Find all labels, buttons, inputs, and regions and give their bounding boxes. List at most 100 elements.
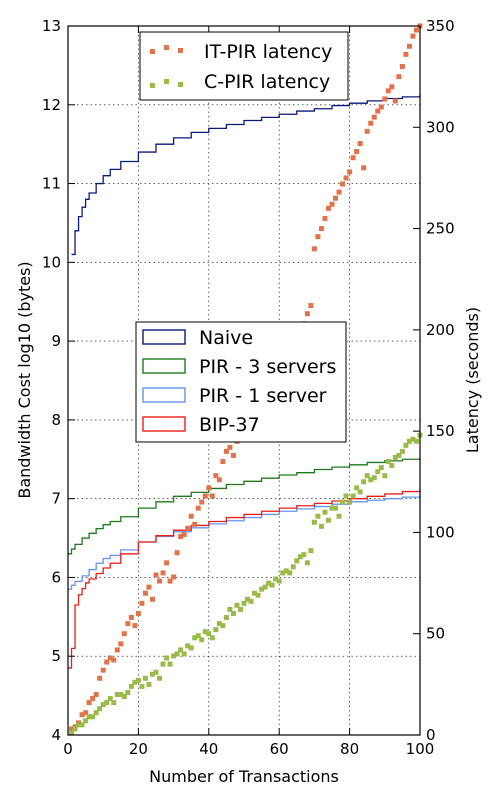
y2-tick-label: 50 [426,625,445,643]
legend-marker-it-pir [150,45,183,54]
point-c-pir-latency [111,700,117,706]
point-c-pir-latency [237,606,243,612]
point-it-pir-latency [111,657,117,663]
legend-label-c-pir: C-PIR latency [204,71,330,93]
point-it-pir-latency [385,88,391,94]
point-it-pir-latency [164,560,170,566]
point-c-pir-latency [223,615,229,621]
point-c-pir-latency [276,578,282,584]
plot-frame [67,25,421,736]
y-tick-label: 9 [51,332,61,350]
x-axis-label: Number of Transactions [149,767,339,786]
point-c-pir-latency [389,463,395,469]
point-c-pir-latency [382,473,388,479]
point-c-pir-latency [139,683,145,689]
point-c-pir-latency [164,655,170,661]
point-c-pir-latency [375,469,381,475]
point-c-pir-latency [171,653,177,659]
point-c-pir-latency [301,552,307,558]
point-c-pir-latency [118,691,124,697]
point-it-pir-latency [378,104,384,110]
point-c-pir-latency [269,582,275,588]
series-line-naive [71,94,421,256]
point-c-pir-latency [357,489,363,495]
point-c-pir-latency [385,459,391,465]
point-c-pir-latency [343,493,349,499]
point-c-pir-latency [83,718,89,724]
point-c-pir-latency [354,485,360,491]
point-it-pir-latency [392,98,398,104]
point-it-pir-latency [195,505,201,511]
point-c-pir-latency [104,700,110,706]
point-c-pir-latency [93,710,99,716]
point-c-pir-latency [181,651,187,657]
point-it-pir-latency [125,621,131,627]
point-c-pir-latency [255,592,261,598]
point-it-pir-latency [139,600,145,606]
point-it-pir-latency [100,667,106,673]
point-it-pir-latency [146,584,152,590]
point-c-pir-latency [128,683,134,689]
point-it-pir-latency [174,550,180,556]
point-it-pir-latency [399,64,405,70]
legend-latency: IT-PIR latency C-PIR latency [139,31,349,101]
point-it-pir-latency [79,712,85,718]
point-it-pir-latency [202,493,208,499]
legend-label-naive: Naive [199,327,253,349]
point-it-pir-latency [128,615,134,621]
y-tick-label: 4 [51,726,61,744]
point-c-pir-latency [153,669,159,675]
legend-marker-c-pir [150,79,183,88]
point-c-pir-latency [403,442,409,448]
point-it-pir-latency [142,590,148,596]
point-it-pir-latency [157,578,163,584]
point-c-pir-latency [206,631,212,637]
point-c-pir-latency [283,568,289,574]
point-c-pir-latency [195,633,201,639]
point-c-pir-latency [227,606,233,612]
point-c-pir-latency [392,454,398,460]
point-it-pir-latency [83,710,89,716]
y2-tick-label: 150 [426,422,455,440]
point-it-pir-latency [149,596,155,602]
legend-label-pir-1: PIR - 1 server [199,385,327,407]
point-c-pir-latency [107,696,113,702]
axis-ticks: 0 20 40 60 80 100 4 5 6 7 8 9 10 11 12 13 0 50 100 150 200 25… [42,17,455,758]
point-c-pir-latency [245,596,251,602]
point-c-pir-latency [213,627,219,633]
point-it-pir-latency [160,570,166,576]
point-c-pir-latency [167,661,173,667]
point-c-pir-latency [287,570,293,576]
point-it-pir-latency [188,513,194,519]
point-c-pir-latency [192,635,198,641]
point-c-pir-latency [294,558,300,564]
y2-tick-label: 350 [426,17,455,35]
point-it-pir-latency [406,43,412,49]
point-c-pir-latency [248,598,254,604]
point-c-pir-latency [259,586,265,592]
point-c-pir-latency [262,584,268,590]
y2-tick-label: 100 [426,523,455,541]
legend-label-bip37: BIP-37 [199,414,260,436]
point-it-pir-latency [135,610,141,616]
point-it-pir-latency [336,189,342,195]
point-it-pir-latency [209,493,215,499]
point-c-pir-latency [396,452,402,458]
legend-swatch-pir-3 [142,358,186,374]
point-c-pir-latency [160,661,166,667]
point-it-pir-latency [118,641,124,647]
point-it-pir-latency [216,477,222,483]
point-c-pir-latency [202,629,208,635]
point-it-pir-latency [181,531,187,537]
point-c-pir-latency [178,647,184,653]
point-c-pir-latency [378,465,384,471]
point-c-pir-latency [322,509,328,515]
y-tick-label: 11 [42,175,61,193]
point-c-pir-latency [230,610,236,616]
point-c-pir-latency [234,602,240,608]
point-c-pir-latency [188,645,194,651]
y-tick-label: 10 [42,253,61,271]
point-c-pir-latency [220,623,226,629]
point-c-pir-latency [114,691,120,697]
